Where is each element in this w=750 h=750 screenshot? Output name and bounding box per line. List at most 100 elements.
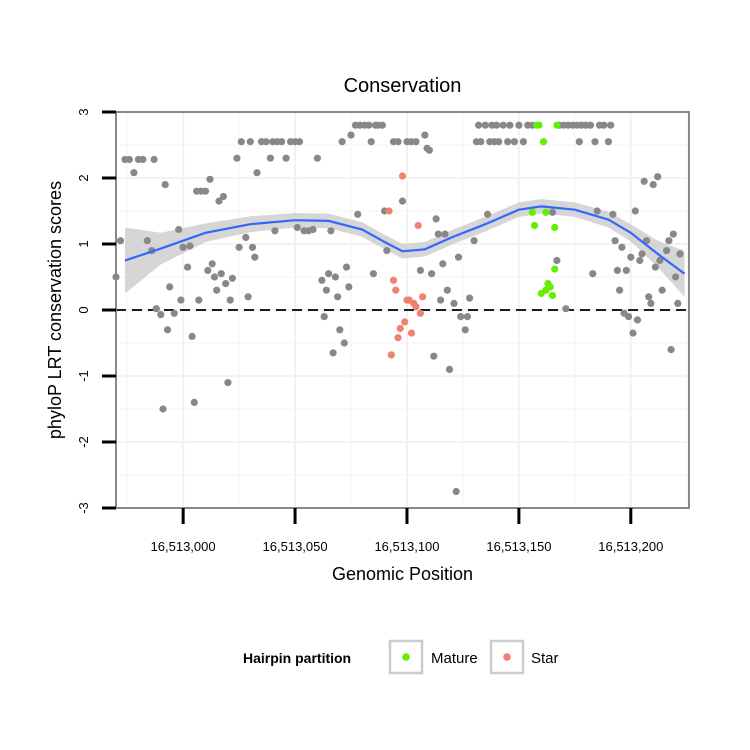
point-other	[383, 247, 391, 255]
point-other	[139, 155, 147, 164]
point-mature	[542, 208, 550, 216]
point-other	[179, 243, 187, 251]
point-other	[208, 260, 216, 268]
point-other	[206, 175, 214, 183]
point-other	[515, 121, 523, 129]
point-other	[340, 339, 348, 347]
y-tick-label: -2	[76, 436, 91, 448]
point-other	[166, 283, 174, 291]
point-other	[654, 173, 662, 181]
point-other	[481, 121, 489, 129]
point-other	[253, 169, 261, 177]
point-other	[159, 405, 167, 413]
point-other	[175, 225, 183, 234]
point-star	[416, 309, 424, 317]
point-other	[217, 270, 225, 278]
point-other	[506, 121, 514, 129]
chart-title: Conservation	[344, 75, 462, 97]
legend-title: Hairpin partition	[243, 650, 351, 666]
point-other	[669, 230, 677, 238]
legend-item-mature: Mature	[388, 639, 478, 675]
point-other	[295, 138, 304, 146]
point-other	[548, 208, 557, 216]
point-other	[143, 237, 151, 245]
point-mature	[551, 223, 559, 232]
point-other	[649, 181, 657, 189]
point-other	[640, 177, 648, 185]
point-mature	[551, 265, 559, 273]
point-other	[163, 326, 172, 334]
point-other	[210, 273, 219, 281]
point-other	[347, 131, 355, 139]
point-other	[327, 227, 335, 235]
point-other	[492, 121, 501, 129]
legend-item-star: Star	[489, 639, 559, 675]
point-other	[367, 138, 375, 146]
point-other	[629, 329, 637, 337]
legend-key-mature	[388, 639, 424, 675]
point-other	[495, 138, 503, 146]
point-other	[204, 266, 212, 274]
point-other	[246, 138, 254, 146]
point-other	[334, 293, 342, 301]
smooth-trend-line	[124, 205, 686, 275]
data-points	[112, 121, 684, 496]
point-mature	[546, 283, 554, 291]
point-other	[237, 138, 245, 146]
y-tick-label: 0	[76, 306, 91, 313]
point-other	[394, 138, 402, 146]
point-other	[369, 270, 377, 278]
point-star	[394, 334, 402, 342]
point-other	[600, 121, 608, 129]
y-tick-label: -1	[76, 370, 91, 382]
point-other	[425, 146, 433, 154]
point-other	[412, 138, 420, 146]
point-other	[470, 237, 478, 245]
point-other	[345, 283, 353, 291]
point-other	[611, 237, 619, 245]
point-other	[195, 296, 203, 304]
point-star	[392, 286, 400, 294]
y-tick-label: 1	[76, 240, 91, 247]
point-other	[188, 332, 196, 340]
point-star	[396, 324, 404, 333]
point-other	[201, 187, 210, 195]
point-other	[591, 138, 599, 146]
x-axis-label: Genomic Position	[332, 564, 473, 584]
point-mature	[548, 291, 557, 300]
point-other	[439, 260, 447, 268]
point-other	[663, 247, 671, 255]
point-other	[645, 293, 653, 301]
point-other	[593, 207, 601, 215]
point-other	[271, 227, 279, 235]
point-other	[186, 242, 194, 250]
point-other	[672, 273, 680, 281]
point-other	[665, 237, 673, 245]
point-other	[627, 253, 635, 261]
point-other	[150, 155, 158, 164]
point-other	[441, 230, 449, 238]
legend-swatch-star	[503, 653, 511, 661]
point-other	[504, 138, 512, 146]
point-other	[222, 280, 230, 288]
point-star	[412, 303, 420, 311]
x-axis: 16,513,000 16,513,050 16,513,100 16,513,150…	[151, 508, 663, 554]
point-other	[293, 223, 301, 232]
point-other	[616, 286, 624, 294]
point-other	[463, 313, 471, 321]
point-other	[125, 155, 133, 164]
point-other	[116, 237, 125, 245]
point-other	[636, 256, 644, 265]
point-other	[170, 309, 178, 317]
point-other	[152, 305, 160, 313]
point-other	[354, 210, 362, 218]
point-other	[589, 270, 597, 278]
point-other	[226, 296, 234, 304]
point-other	[450, 299, 458, 307]
point-star	[389, 276, 398, 284]
point-other	[416, 266, 424, 274]
point-other	[329, 349, 337, 357]
point-other	[510, 138, 518, 146]
point-other	[674, 299, 682, 307]
